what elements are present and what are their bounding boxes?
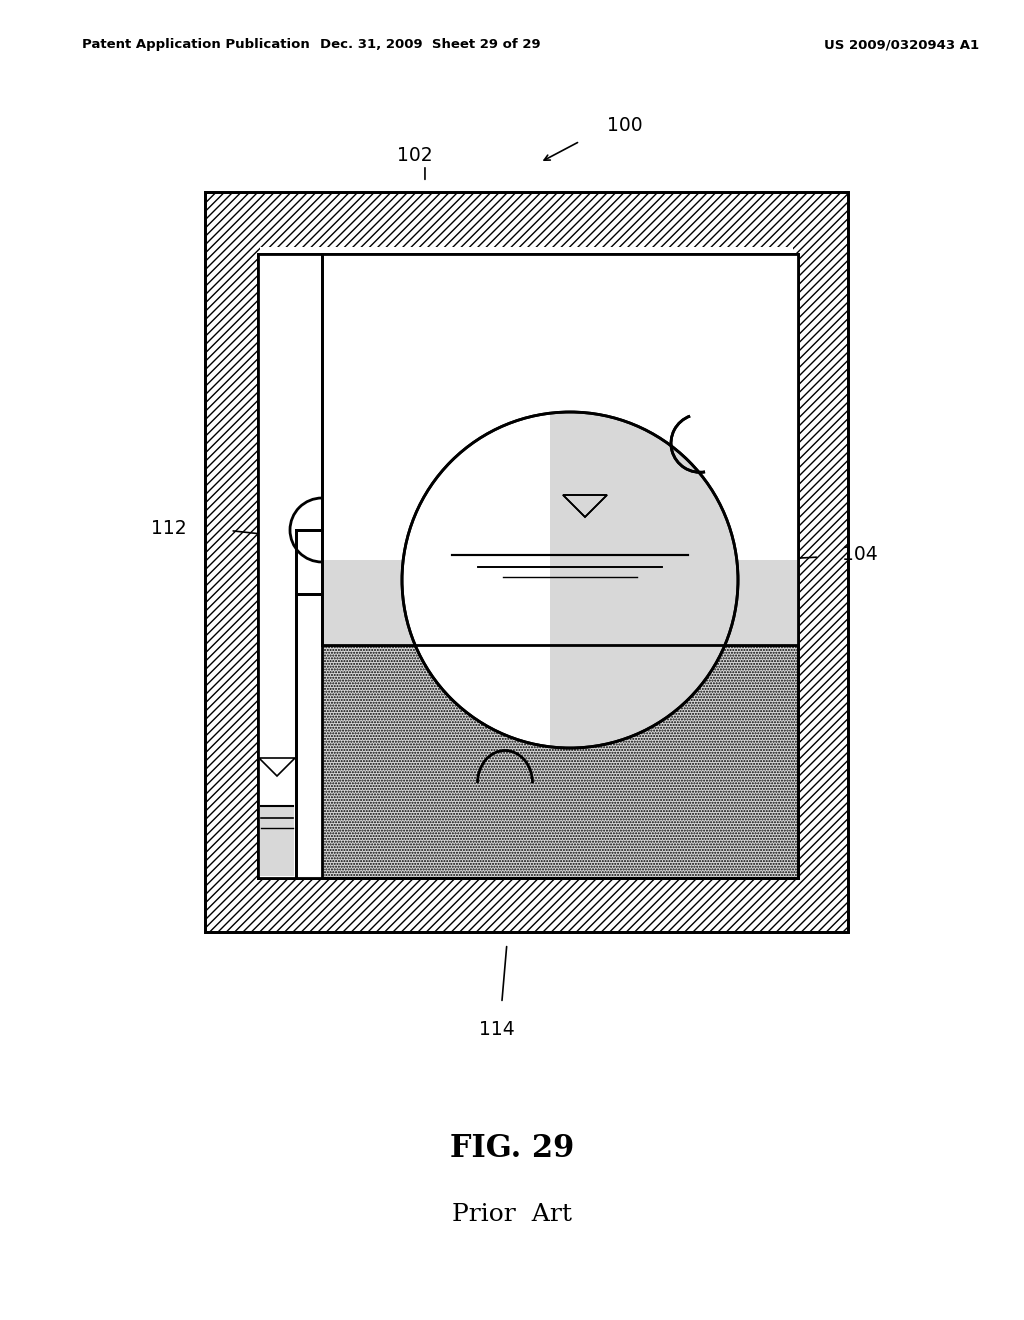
Text: 102: 102 bbox=[397, 147, 432, 165]
Polygon shape bbox=[550, 412, 738, 748]
Text: Dec. 31, 2009  Sheet 29 of 29: Dec. 31, 2009 Sheet 29 of 29 bbox=[319, 38, 541, 51]
Text: 110: 110 bbox=[515, 356, 550, 375]
Bar bbox=[205, 191, 848, 932]
Circle shape bbox=[402, 412, 738, 748]
Bar bbox=[258, 645, 798, 878]
Polygon shape bbox=[550, 412, 738, 748]
Text: 114: 114 bbox=[479, 1020, 514, 1039]
Text: FIG. 29: FIG. 29 bbox=[450, 1133, 574, 1164]
Text: Patent Application Publication: Patent Application Publication bbox=[82, 38, 309, 51]
Circle shape bbox=[402, 412, 738, 748]
Bar bbox=[258, 253, 798, 878]
Bar bbox=[258, 253, 798, 878]
Bar bbox=[260, 807, 294, 876]
Bar bbox=[205, 191, 848, 932]
Text: 104: 104 bbox=[843, 545, 878, 564]
Bar bbox=[322, 560, 798, 645]
Bar bbox=[260, 247, 793, 876]
Text: 112: 112 bbox=[152, 519, 186, 537]
Bar bbox=[322, 253, 798, 560]
Bar bbox=[258, 253, 322, 878]
Bar bbox=[322, 560, 798, 645]
Text: US 2009/0320943 A1: US 2009/0320943 A1 bbox=[823, 38, 979, 51]
Text: Prior  Art: Prior Art bbox=[452, 1203, 572, 1226]
Bar bbox=[296, 531, 322, 594]
Text: 100: 100 bbox=[607, 116, 642, 135]
